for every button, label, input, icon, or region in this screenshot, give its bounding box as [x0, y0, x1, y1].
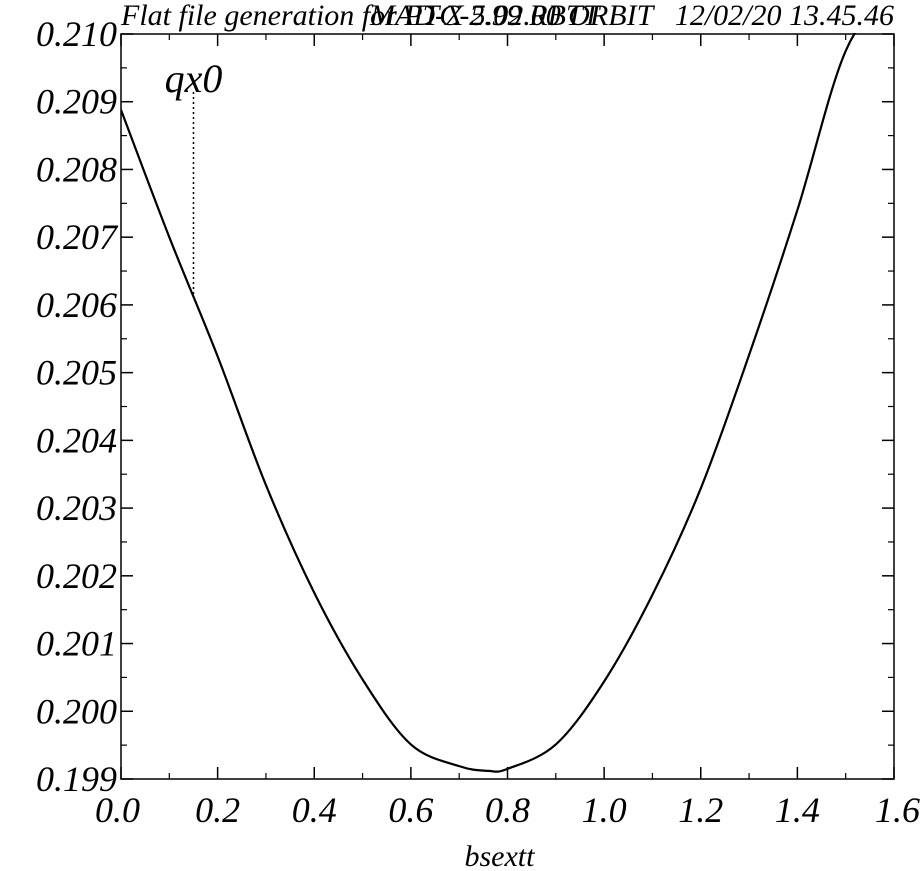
x-tick-label: 0.4: [292, 790, 337, 830]
chart-title-left: Flat file generation for PTC-2.99 RBTT: [120, 0, 602, 32]
x-tick-label: 0.6: [388, 790, 433, 830]
y-tick-label: 0.199: [36, 759, 117, 799]
y-tick-label: 0.200: [36, 691, 117, 731]
chart-title-right: 12/02/20 13.45.46: [675, 0, 894, 32]
x-axis-title: bsextt: [465, 840, 536, 871]
x-tick-label: 0.2: [195, 790, 240, 830]
x-tick-label: 0.0: [95, 790, 140, 830]
x-tick-label: 0.8: [485, 790, 530, 830]
y-ticks: 0.199 0.200 0.201 0.202 0.203 0.204 0.205 0.206…: [36, 14, 894, 799]
x-ticks: 0.0 0.2 0.4 0.6 0.8 1.0 1.2 1.4 1.6: [95, 34, 920, 830]
x-tick-label: 1.2: [678, 790, 723, 830]
x-tick-label: 1.4: [775, 790, 820, 830]
y-tick-label: 0.209: [36, 82, 117, 122]
y-tick-label: 0.206: [36, 285, 117, 325]
series-label: qx0: [165, 56, 223, 101]
series-line-qx0: [121, 33, 857, 773]
x-tick-label: 1.0: [582, 790, 627, 830]
y-tick-label: 0.208: [36, 149, 117, 189]
y-tick-label: 0.203: [36, 488, 117, 528]
y-tick-label: 0.210: [36, 14, 117, 54]
chart-title-overlap: MAD-X 5.02.00 ORBIT: [369, 0, 656, 32]
y-tick-label: 0.207: [36, 217, 119, 257]
plot-frame: [120, 33, 895, 780]
y-tick-label: 0.204: [36, 420, 117, 460]
x-tick-label: 1.6: [875, 790, 920, 830]
y-tick-label: 0.201: [36, 624, 117, 664]
y-tick-label: 0.205: [36, 353, 117, 393]
y-tick-label: 0.202: [36, 556, 117, 596]
